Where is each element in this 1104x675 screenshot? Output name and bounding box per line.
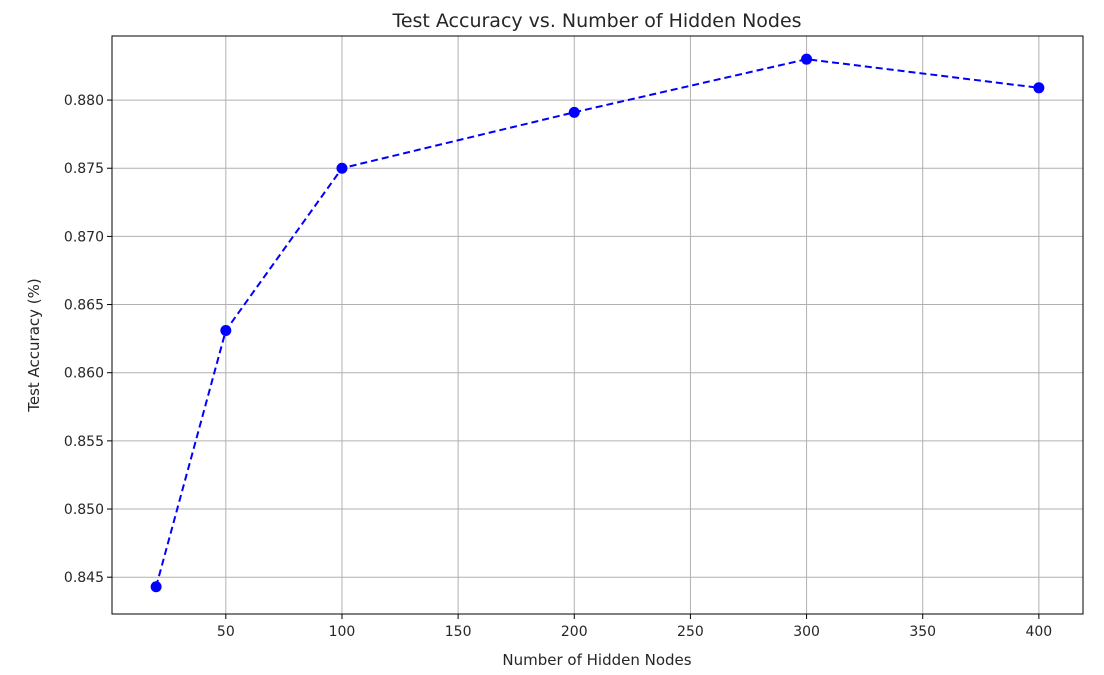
x-axis-label: Number of Hidden Nodes [502, 651, 691, 669]
x-tick-label: 250 [677, 624, 704, 640]
y-tick-label: 0.845 [64, 570, 104, 586]
x-tick-label: 400 [1025, 624, 1052, 640]
y-tick-label: 0.860 [64, 366, 104, 382]
y-axis-label: Test Accuracy (%) [25, 278, 43, 413]
y-tick-label: 0.875 [64, 161, 104, 177]
x-tick-label: 200 [561, 624, 588, 640]
chart-title: Test Accuracy vs. Number of Hidden Nodes [391, 10, 801, 32]
y-tick-label: 0.850 [64, 502, 104, 518]
x-tick-label: 350 [909, 624, 936, 640]
y-tick-label: 0.865 [64, 298, 104, 314]
data-point [1033, 82, 1044, 93]
x-tick-label: 100 [329, 624, 356, 640]
data-point [801, 54, 812, 65]
data-point [220, 325, 231, 336]
data-point [151, 581, 162, 592]
data-point [336, 163, 347, 174]
y-tick-label: 0.880 [64, 93, 104, 109]
x-tick-label: 150 [445, 624, 472, 640]
x-tick-label: 50 [217, 624, 235, 640]
y-tick-label: 0.855 [64, 434, 104, 450]
y-tick-label: 0.870 [64, 229, 104, 245]
data-point [569, 107, 580, 118]
x-tick-label: 300 [793, 624, 820, 640]
